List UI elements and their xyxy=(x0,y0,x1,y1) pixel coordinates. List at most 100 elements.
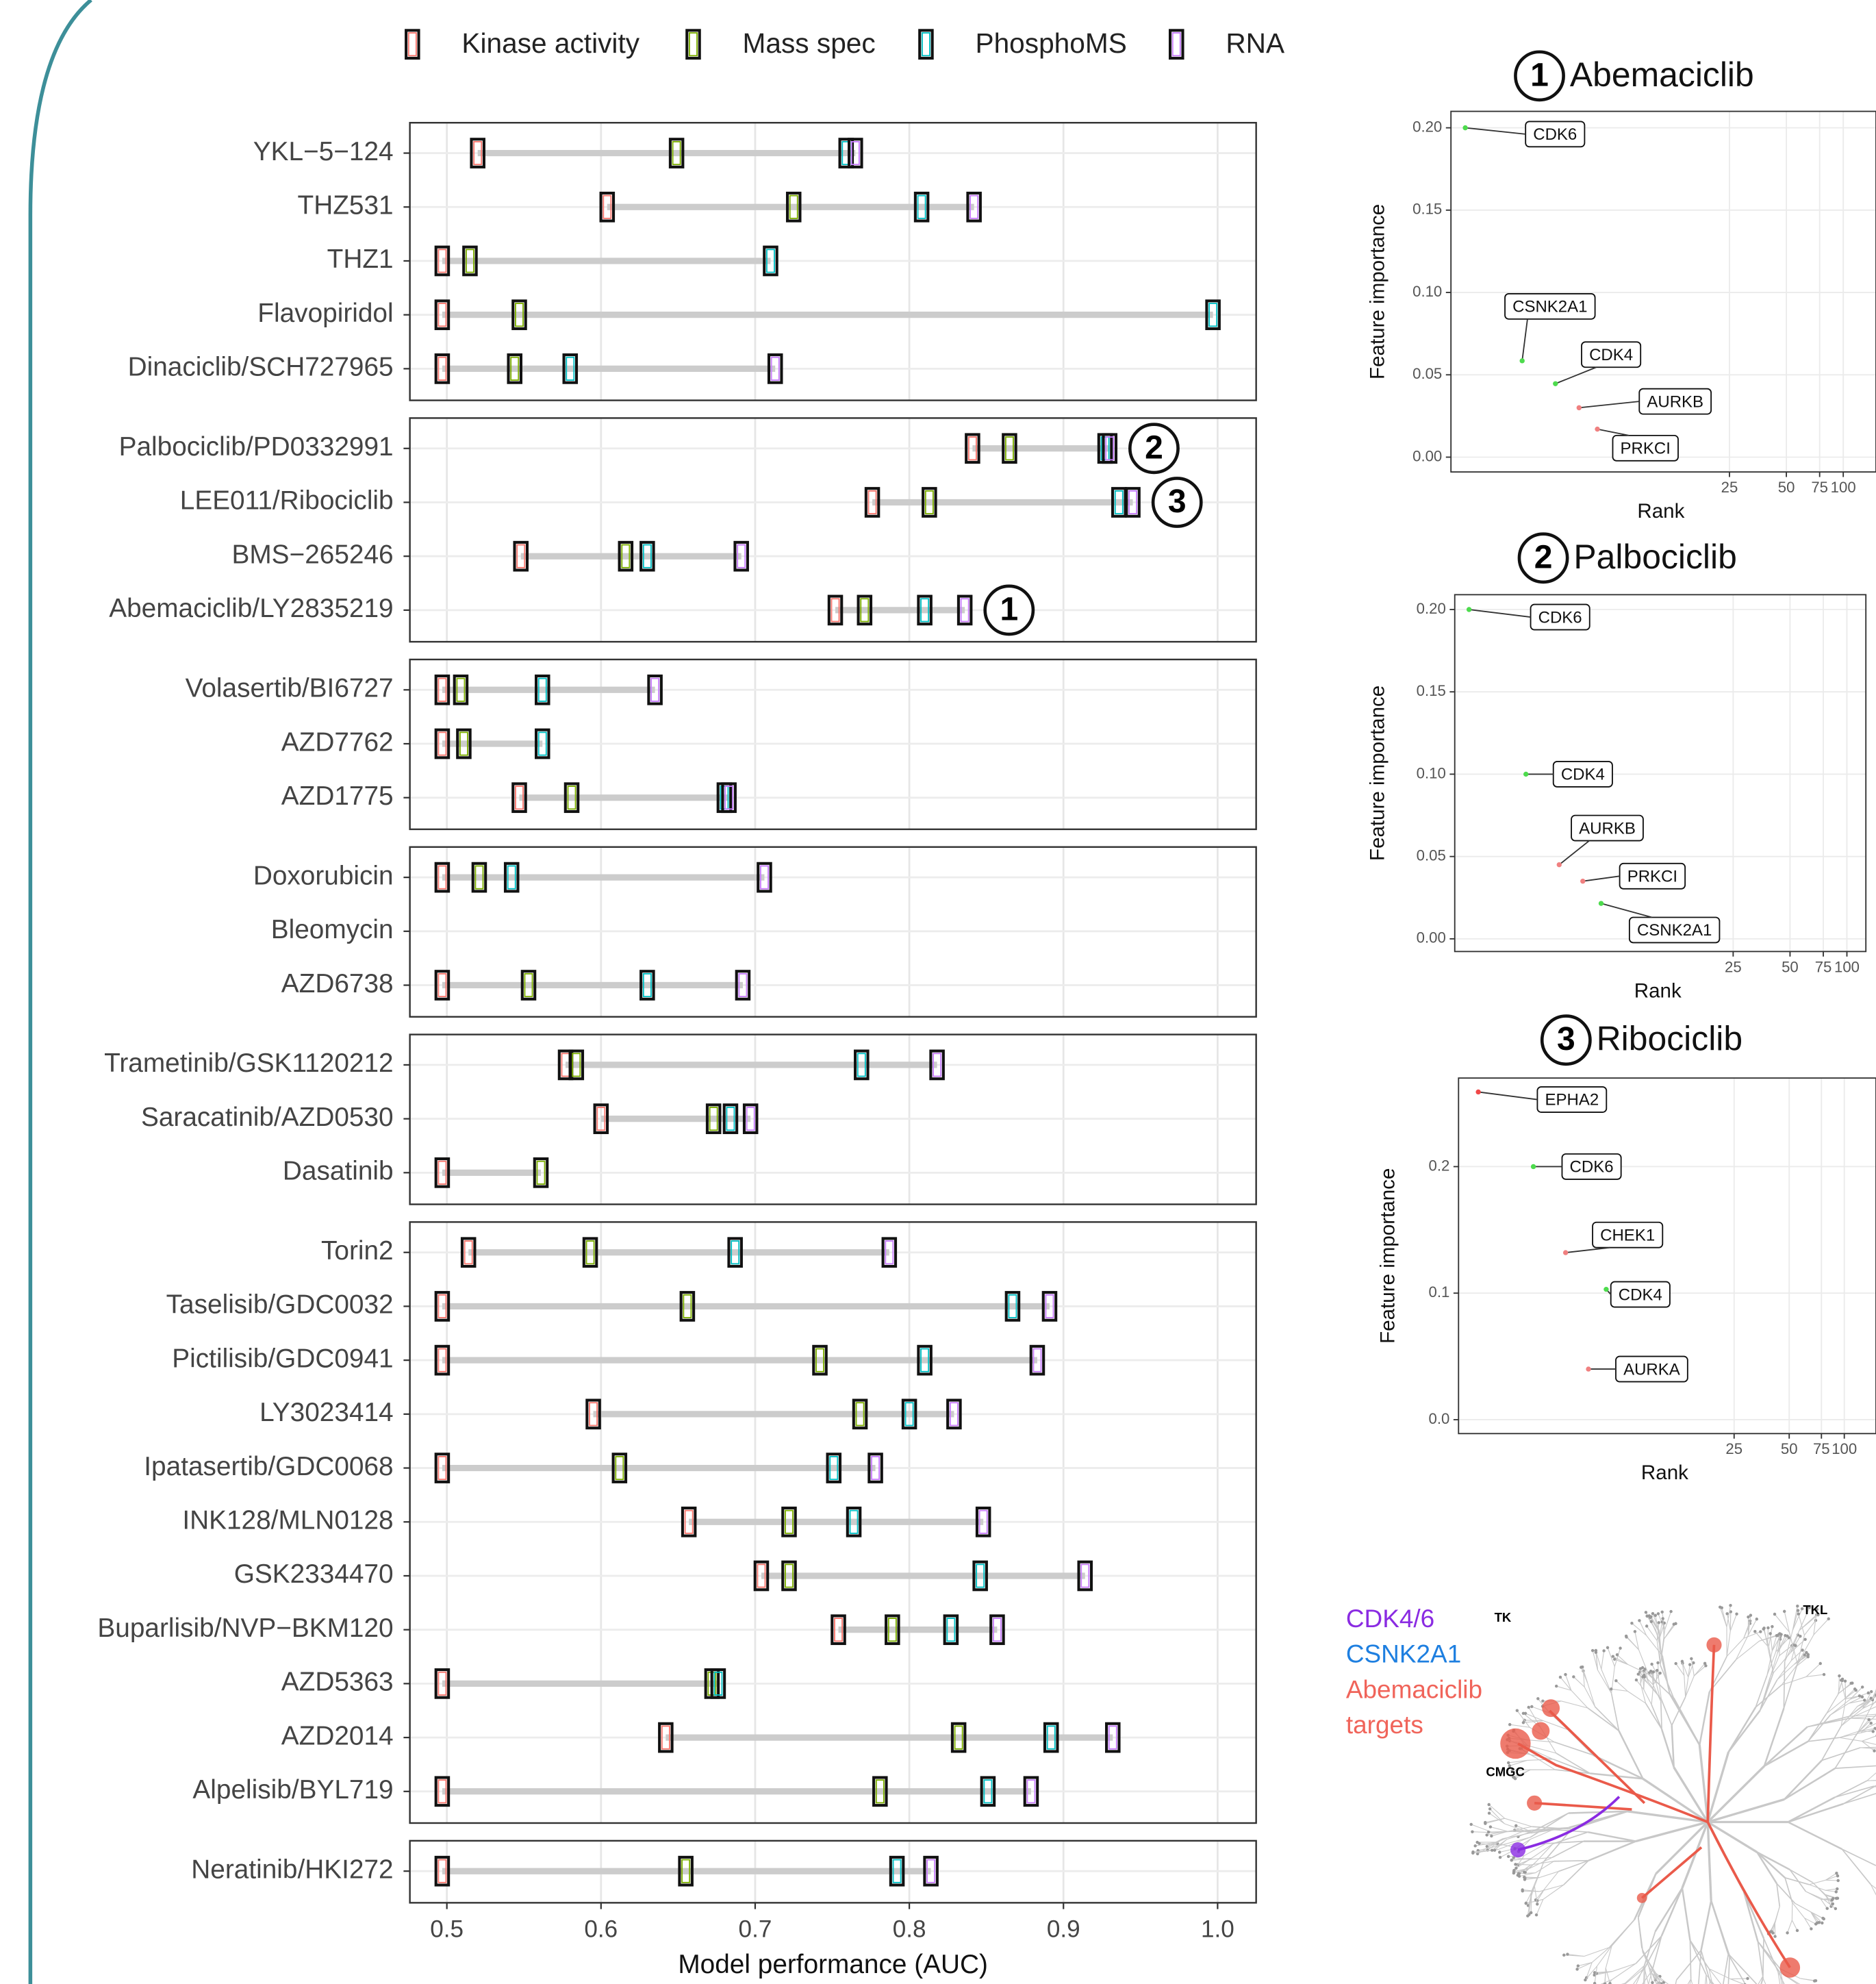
tree-branch xyxy=(1720,1607,1727,1627)
tree-leaf xyxy=(1528,1706,1530,1709)
tree-branch xyxy=(1771,1633,1773,1650)
legend-label: PhosphoMS xyxy=(976,27,1127,59)
row-label: AZD1775 xyxy=(281,781,394,811)
tree-leaf xyxy=(1536,1903,1538,1905)
tree-leaf xyxy=(1488,1807,1491,1810)
tree-leaf xyxy=(1630,1622,1633,1624)
point-label: CDK4 xyxy=(1561,766,1605,784)
tree-leaf xyxy=(1518,1872,1521,1875)
tree-leaf xyxy=(1826,1907,1829,1909)
tree-leaf xyxy=(1614,1679,1617,1682)
tree-branch xyxy=(1524,1861,1536,1872)
cdk-node xyxy=(1510,1842,1525,1857)
point-label: CHEK1 xyxy=(1600,1226,1655,1244)
tree-leaf xyxy=(1507,1855,1510,1858)
tree-branch xyxy=(1788,1920,1792,1933)
chart-title: Abemaciclib xyxy=(1570,55,1754,94)
tree-leaf xyxy=(1564,1673,1567,1676)
tree-leaf xyxy=(1806,1655,1809,1658)
tree-branch xyxy=(1784,1663,1797,1708)
tree-leaf xyxy=(1821,1922,1823,1924)
annotation-label: 2 xyxy=(1145,429,1163,466)
row-label: Ipatasertib/GDC0068 xyxy=(144,1452,393,1481)
point-label: CDK4 xyxy=(1589,346,1633,364)
tree-branch xyxy=(1569,1811,1627,1813)
y-tick-label: 0.0 xyxy=(1429,1410,1450,1427)
tree-branch xyxy=(1806,1663,1821,1677)
tree-leaf xyxy=(1778,1632,1781,1635)
row-label: AZD5363 xyxy=(281,1668,394,1697)
tree-leaf xyxy=(1488,1811,1491,1814)
plot-border xyxy=(1455,594,1866,951)
tree-branch xyxy=(1842,1849,1871,1885)
tree-branch xyxy=(1840,1737,1862,1741)
tree-leaf xyxy=(1835,1872,1838,1874)
tree-branch xyxy=(1691,1979,1698,1984)
kinome-legend: CDK4/6CSNK2A1Abemaciclib targets xyxy=(1346,1602,1523,1754)
tree-leaf xyxy=(1771,1625,1773,1628)
x-tick-label: 75 xyxy=(1811,479,1828,496)
tree-branch xyxy=(1636,1680,1644,1690)
point xyxy=(1563,1250,1568,1255)
tree-leaf xyxy=(1654,1614,1657,1617)
tree-branch xyxy=(1639,1620,1646,1635)
tree-leaf xyxy=(1783,1610,1786,1613)
tree-leaf xyxy=(1821,1917,1824,1920)
y-tick-label: 0.15 xyxy=(1412,201,1442,218)
x-axis-title: Rank xyxy=(1637,500,1684,523)
tree-leaf xyxy=(1803,1638,1806,1641)
tree-leaf xyxy=(1555,1685,1558,1687)
tree-branch xyxy=(1571,1690,1588,1708)
tree-leaf xyxy=(1610,1687,1612,1690)
figure: TKTKLCMGCCDK4/6CSNK2A1Abemaciclib target… xyxy=(0,0,1876,1984)
row-label: AZD6738 xyxy=(281,969,394,999)
row-label: INK128/MLN0128 xyxy=(182,1506,393,1535)
tree-leaf xyxy=(1673,1622,1675,1625)
tree-branch xyxy=(1759,1635,1777,1641)
tree-leaf xyxy=(1645,1624,1648,1627)
tree-leaf xyxy=(1575,1968,1578,1970)
y-tick-label: 0.2 xyxy=(1429,1157,1450,1174)
tree-leaf xyxy=(1674,1662,1677,1665)
tree-branch xyxy=(1552,1842,1584,1858)
tree-leaf xyxy=(1524,1712,1527,1715)
tree-branch xyxy=(1760,1680,1777,1711)
tree-leaf xyxy=(1595,1651,1597,1654)
point-label: CDK4 xyxy=(1619,1285,1662,1304)
tree-leaf xyxy=(1518,1874,1521,1877)
x-tick-label: 50 xyxy=(1782,958,1799,975)
tree-leaf xyxy=(1801,1648,1803,1651)
target-branch xyxy=(1642,1847,1701,1898)
tree-branch xyxy=(1661,1702,1662,1729)
kinome-tree xyxy=(1470,1604,1876,1984)
tree-branch xyxy=(1792,1920,1797,1931)
tree-leaf xyxy=(1485,1833,1488,1836)
x-tick-label: 0.5 xyxy=(430,1916,464,1942)
tree-branch xyxy=(1527,1740,1554,1742)
tree-branch xyxy=(1835,1766,1876,1768)
y-axis-title: Feature importance xyxy=(1376,1168,1399,1344)
tree-leaf xyxy=(1836,1874,1839,1877)
x-tick-label: 100 xyxy=(1831,479,1856,496)
annotation-label: 3 xyxy=(1168,484,1187,520)
y-tick-label: 0.05 xyxy=(1412,365,1442,382)
tree-branch xyxy=(1638,1917,1643,1952)
point xyxy=(1599,901,1604,905)
tree-leaf xyxy=(1704,1664,1707,1667)
tree-branch xyxy=(1573,1677,1584,1687)
tree-branch xyxy=(1701,1900,1712,1950)
tree-leaf xyxy=(1773,1613,1776,1616)
y-tick-label: 0.20 xyxy=(1412,118,1442,135)
tree-branch xyxy=(1703,1974,1706,1984)
tree-branch xyxy=(1612,1963,1636,1972)
row-label: Flavopiridol xyxy=(257,299,393,328)
tree-leaf xyxy=(1660,1611,1663,1613)
tree-branch xyxy=(1564,1861,1588,1885)
tree-leaf xyxy=(1487,1803,1490,1806)
tree-branch xyxy=(1588,1842,1636,1861)
x-tick-label: 100 xyxy=(1834,958,1860,975)
legend-swatch-rim xyxy=(922,33,930,55)
tree-leaf xyxy=(1641,1675,1644,1678)
tree-branch xyxy=(1560,1677,1571,1690)
point xyxy=(1557,862,1562,867)
